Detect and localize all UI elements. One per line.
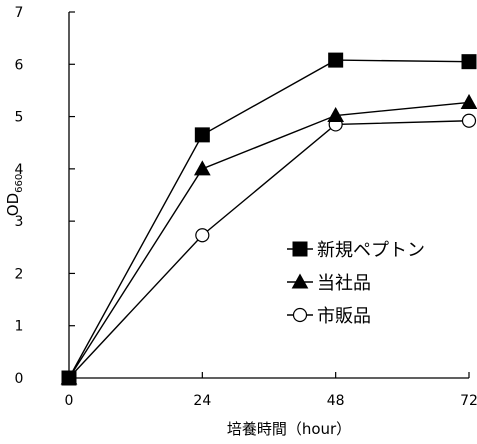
series-group <box>60 52 477 386</box>
data-point-circle <box>461 113 477 128</box>
y-axis-title-main: OD <box>4 193 22 216</box>
x-tick-label: 0 <box>65 393 74 409</box>
y-tick-label: 1 <box>15 319 24 335</box>
data-point-square <box>61 370 77 386</box>
data-point-triangle <box>193 160 211 176</box>
y-tick-label: 5 <box>15 110 24 126</box>
data-point-square <box>461 54 477 70</box>
series-line <box>68 120 470 379</box>
x-tick-label: 24 <box>193 393 211 409</box>
legend-label: 市販品 <box>317 306 371 327</box>
legend-marker-circle <box>292 307 308 323</box>
legend-item: 市販品 <box>287 306 371 327</box>
legend-marker-triangle <box>291 273 309 289</box>
y-tick-label: 4 <box>15 162 24 178</box>
legend-label: 当社品 <box>317 273 371 294</box>
data-point-triangle <box>327 106 345 123</box>
data-point-square <box>194 127 210 143</box>
data-point-circle <box>195 228 210 243</box>
y-tick-label: 3 <box>15 214 24 230</box>
y-tick-label: 6 <box>15 57 24 73</box>
legend-item: 当社品 <box>287 273 371 294</box>
y-tick-label: 2 <box>15 266 24 282</box>
y-tick-label: 0 <box>15 371 24 387</box>
y-tick-label: 7 <box>15 5 24 21</box>
legend-label: 新規ペプトン <box>317 240 425 261</box>
axes: 0 1 2 3 4 5 6 7 0 24 48 72 <box>15 5 477 409</box>
series-line <box>68 101 470 379</box>
data-point-square <box>328 52 344 68</box>
x-axis-title: 培養時間（hour） <box>227 420 351 438</box>
legend-item: 新規ペプトン <box>287 240 425 261</box>
x-tick-label: 48 <box>327 393 345 409</box>
series-1 <box>61 52 477 386</box>
y-axis-title: OD660 <box>4 174 25 216</box>
x-tick-label: 72 <box>460 393 477 409</box>
y-axis-title-subscript: 660 <box>14 174 25 193</box>
data-point-triangle <box>460 93 477 109</box>
legend-marker-square <box>292 241 308 257</box>
series-line <box>68 59 470 379</box>
